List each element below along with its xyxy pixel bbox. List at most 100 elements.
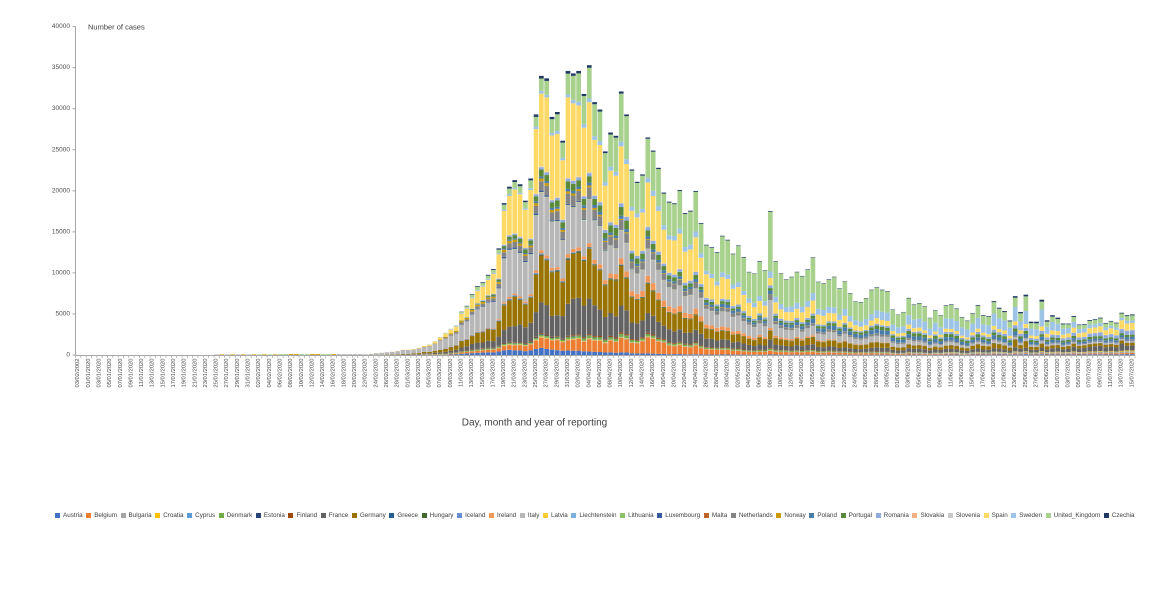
svg-text:03/03/2020: 03/03/2020	[416, 359, 422, 388]
svg-text:0: 0	[66, 352, 70, 359]
svg-text:06/02/2020: 06/02/2020	[277, 359, 283, 388]
svg-text:26/02/2020: 26/02/2020	[384, 359, 390, 388]
svg-text:20000: 20000	[52, 187, 70, 194]
svg-text:13/01/2020: 13/01/2020	[150, 359, 156, 388]
svg-text:29/01/2020: 29/01/2020	[235, 359, 241, 388]
svg-text:10/04/2020: 10/04/2020	[618, 359, 624, 388]
svg-text:16/04/2020: 16/04/2020	[650, 359, 656, 388]
svg-text:22/04/2020: 22/04/2020	[682, 359, 688, 388]
svg-text:22/02/2020: 22/02/2020	[363, 359, 369, 388]
svg-text:07/01/2020: 07/01/2020	[118, 359, 124, 388]
svg-text:30000: 30000	[52, 105, 70, 112]
svg-text:14/05/2020: 14/05/2020	[799, 359, 805, 388]
svg-text:02/04/2020: 02/04/2020	[576, 359, 582, 388]
svg-text:Number of cases: Number of cases	[88, 23, 145, 32]
svg-text:01/06/2020: 01/06/2020	[895, 359, 901, 388]
svg-text:16/02/2020: 16/02/2020	[331, 359, 337, 388]
svg-text:09/06/2020: 09/06/2020	[938, 359, 944, 388]
svg-text:29/03/2020: 29/03/2020	[554, 359, 560, 388]
svg-text:15/01/2020: 15/01/2020	[160, 359, 166, 388]
svg-text:03/06/2020: 03/06/2020	[906, 359, 912, 388]
svg-text:40000: 40000	[52, 23, 70, 30]
svg-text:03/01/2020: 03/01/2020	[96, 359, 102, 388]
svg-text:24/05/2020: 24/05/2020	[852, 359, 858, 388]
svg-text:23/03/2020: 23/03/2020	[522, 359, 528, 388]
svg-text:26/05/2020: 26/05/2020	[863, 359, 869, 388]
svg-text:20/02/2020: 20/02/2020	[352, 359, 358, 388]
svg-text:17/01/2020: 17/01/2020	[171, 359, 177, 388]
svg-text:12/04/2020: 12/04/2020	[629, 359, 635, 388]
svg-text:25/01/2020: 25/01/2020	[214, 359, 220, 388]
svg-text:07/03/2020: 07/03/2020	[437, 359, 443, 388]
svg-text:04/05/2020: 04/05/2020	[746, 359, 752, 388]
svg-text:28/02/2020: 28/02/2020	[395, 359, 401, 388]
svg-text:01/01/2020: 01/01/2020	[86, 359, 92, 388]
svg-text:31/03/2020: 31/03/2020	[565, 359, 571, 388]
svg-text:20/05/2020: 20/05/2020	[831, 359, 837, 388]
svg-text:13/07/2020: 13/07/2020	[1119, 359, 1125, 388]
svg-text:19/03/2020: 19/03/2020	[501, 359, 507, 388]
svg-text:01/03/2020: 01/03/2020	[405, 359, 411, 388]
svg-text:30/04/2020: 30/04/2020	[725, 359, 731, 388]
svg-text:04/04/2020: 04/04/2020	[586, 359, 592, 388]
svg-text:27/01/2020: 27/01/2020	[224, 359, 230, 388]
svg-text:26/04/2020: 26/04/2020	[703, 359, 709, 388]
svg-text:21/03/2020: 21/03/2020	[512, 359, 518, 388]
svg-text:16/05/2020: 16/05/2020	[810, 359, 816, 388]
svg-text:19/06/2020: 19/06/2020	[991, 359, 997, 388]
svg-text:07/06/2020: 07/06/2020	[927, 359, 933, 388]
svg-text:05/01/2020: 05/01/2020	[107, 359, 113, 388]
svg-text:11/01/2020: 11/01/2020	[139, 359, 145, 388]
svg-text:21/06/2020: 21/06/2020	[1002, 359, 1008, 388]
svg-text:01/07/2020: 01/07/2020	[1055, 359, 1061, 388]
svg-text:03/07/2020: 03/07/2020	[1065, 359, 1071, 388]
svg-text:15/03/2020: 15/03/2020	[480, 359, 486, 388]
svg-text:14/02/2020: 14/02/2020	[320, 359, 326, 388]
svg-text:09/07/2020: 09/07/2020	[1097, 359, 1103, 388]
svg-text:02/05/2020: 02/05/2020	[735, 359, 741, 388]
svg-text:20/04/2020: 20/04/2020	[671, 359, 677, 388]
svg-text:25/06/2020: 25/06/2020	[1023, 359, 1029, 388]
svg-text:30/05/2020: 30/05/2020	[884, 359, 890, 388]
svg-text:28/04/2020: 28/04/2020	[714, 359, 720, 388]
svg-text:05/06/2020: 05/06/2020	[916, 359, 922, 388]
svg-text:05/03/2020: 05/03/2020	[427, 359, 433, 388]
svg-text:24/04/2020: 24/04/2020	[693, 359, 699, 388]
svg-text:28/05/2020: 28/05/2020	[874, 359, 880, 388]
svg-text:29/06/2020: 29/06/2020	[1044, 359, 1050, 388]
svg-text:31/01/2020: 31/01/2020	[246, 359, 252, 388]
svg-text:19/01/2020: 19/01/2020	[182, 359, 188, 388]
svg-text:09/01/2020: 09/01/2020	[128, 359, 134, 388]
svg-text:12/05/2020: 12/05/2020	[789, 359, 795, 388]
svg-text:18/04/2020: 18/04/2020	[661, 359, 667, 388]
svg-text:11/03/2020: 11/03/2020	[459, 359, 465, 388]
svg-text:17/06/2020: 17/06/2020	[980, 359, 986, 388]
svg-text:14/04/2020: 14/04/2020	[640, 359, 646, 388]
svg-text:13/03/2020: 13/03/2020	[469, 359, 475, 388]
svg-text:06/05/2020: 06/05/2020	[757, 359, 763, 388]
svg-text:27/03/2020: 27/03/2020	[544, 359, 550, 388]
svg-text:23/06/2020: 23/06/2020	[1012, 359, 1018, 388]
svg-text:25000: 25000	[52, 146, 70, 153]
svg-text:08/05/2020: 08/05/2020	[767, 359, 773, 388]
svg-text:17/03/2020: 17/03/2020	[490, 359, 496, 388]
svg-text:35000: 35000	[52, 64, 70, 71]
svg-text:15/06/2020: 15/06/2020	[970, 359, 976, 388]
svg-text:03/02/2002: 03/02/2002	[75, 359, 81, 388]
svg-text:08/02/2020: 08/02/2020	[288, 359, 294, 388]
svg-text:18/02/2020: 18/02/2020	[341, 359, 347, 388]
svg-text:24/02/2020: 24/02/2020	[373, 359, 379, 388]
svg-text:15/07/2020: 15/07/2020	[1129, 359, 1135, 388]
svg-text:05/07/2020: 05/07/2020	[1076, 359, 1082, 388]
svg-text:02/02/2020: 02/02/2020	[256, 359, 262, 388]
svg-text:04/02/2020: 04/02/2020	[267, 359, 273, 388]
svg-text:10/02/2020: 10/02/2020	[299, 359, 305, 388]
svg-text:22/05/2020: 22/05/2020	[842, 359, 848, 388]
svg-text:25/03/2020: 25/03/2020	[533, 359, 539, 388]
svg-text:09/03/2020: 09/03/2020	[448, 359, 454, 388]
svg-text:08/04/2020: 08/04/2020	[608, 359, 614, 388]
svg-text:Day, month and year of reporti: Day, month and year of reporting	[462, 418, 607, 429]
svg-text:07/07/2020: 07/07/2020	[1087, 359, 1093, 388]
svg-text:27/06/2020: 27/06/2020	[1034, 359, 1040, 388]
svg-text:21/01/2020: 21/01/2020	[192, 359, 198, 388]
